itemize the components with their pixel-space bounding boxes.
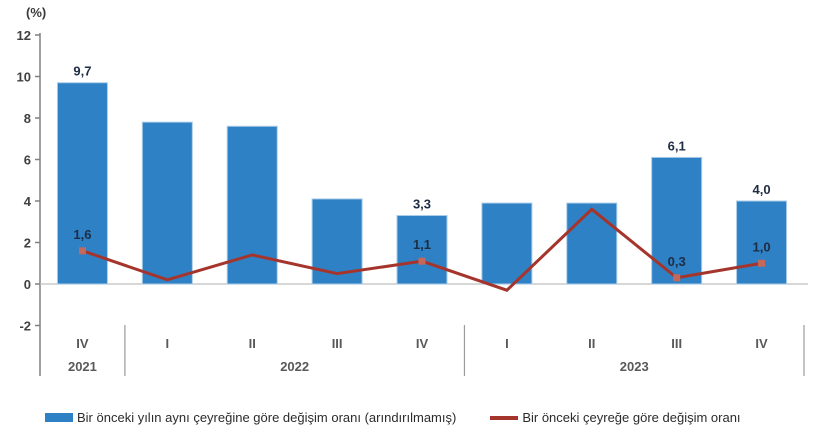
y-tick-label: 2 [24,236,31,251]
quarter-label: IV [416,336,429,351]
y-tick-label: 6 [24,153,31,168]
y-tick-label: 4 [24,194,32,209]
bar-value-label: 4,0 [753,182,771,197]
bar [481,202,533,285]
quarter-label: I [505,336,509,351]
quarter-label: I [166,336,170,351]
line-value-label: 1,6 [73,227,91,242]
quarter-label: III [332,336,343,351]
y-tick-label: -2 [19,319,31,334]
line-value-label: 1,0 [753,239,771,254]
year-label: 2022 [280,359,309,374]
bar [566,202,618,285]
y-tick-label: 0 [24,277,31,292]
bar [141,121,193,285]
line-marker [418,257,426,265]
year-label: 2023 [620,359,649,374]
legend-item-bar-series: Bir önceki yılın aynı çeyreğine göre değ… [45,410,456,425]
quarter-label: IV [755,336,768,351]
line-marker [78,247,86,255]
quarter-label: III [671,336,682,351]
line-series-legend-label: Bir önceki çeyreğe göre değişim oranı [522,410,741,425]
bar [651,156,703,285]
bar-value-label: 6,1 [668,138,686,153]
bar [396,215,448,285]
quarter-label: II [588,336,595,351]
quarter-label: II [249,336,256,351]
y-tick-label: 8 [24,111,31,126]
line-value-label: 1,1 [413,237,431,252]
bar-series-swatch-icon [45,413,73,422]
quarter-label: IV [76,336,89,351]
y-tick-label: 10 [17,70,31,85]
line-value-label: 0,3 [668,254,686,269]
line-series-swatch-icon [490,415,519,420]
line-marker [758,259,766,267]
y-tick-label: 12 [17,28,31,43]
bar-series-legend-label: Bir önceki yılın aynı çeyreğine göre değ… [77,410,457,425]
y-axis-unit-label: (%) [26,5,47,20]
bar [736,200,788,285]
legend-item-line-series: Bir önceki çeyreğe göre değişim oranı [490,410,741,425]
bar-value-label: 9,7 [73,64,91,79]
year-label: 2021 [68,359,97,374]
line-marker [673,274,681,282]
bar-value-label: 3,3 [413,197,431,212]
legend: Bir önceki yılın aynı çeyreğine göre değ… [45,410,741,425]
